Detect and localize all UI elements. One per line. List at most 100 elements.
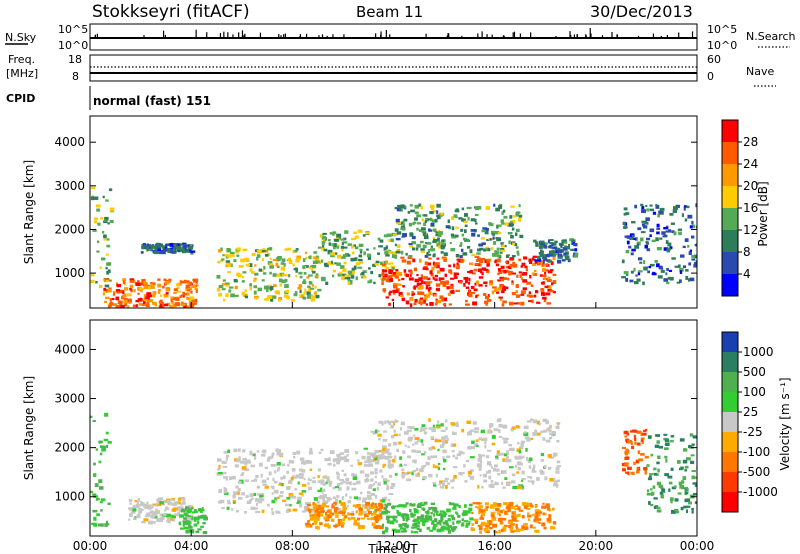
power-cell [491, 290, 495, 295]
velocity-cell [526, 420, 532, 423]
power-cell [544, 245, 548, 249]
velocity-cell [531, 480, 535, 484]
velocity-cell [345, 481, 350, 485]
velocity-cell [382, 478, 388, 482]
velocity-cell [316, 507, 320, 511]
power-cell [370, 270, 374, 275]
velocity-cell [377, 482, 381, 486]
power-cell [292, 263, 295, 267]
power-cell [508, 266, 512, 270]
velocity-cell [495, 507, 499, 512]
power-cell [104, 284, 110, 288]
velocity-cell [369, 506, 375, 510]
power-cell [510, 235, 514, 239]
power-cell [510, 223, 513, 227]
velocity-cell [642, 429, 647, 433]
power-cell [405, 300, 410, 305]
power-cell [387, 250, 392, 254]
power-cell [406, 260, 411, 265]
velocity-cell [327, 457, 331, 461]
velocity-cell [492, 523, 498, 528]
power-cell [264, 253, 269, 257]
power-cell [411, 293, 414, 297]
power-cell [100, 217, 104, 220]
power-cell [552, 273, 557, 277]
velocity-cell [322, 500, 328, 505]
power-cell [462, 218, 466, 223]
velocity-cell [442, 521, 446, 525]
power-cell [347, 276, 351, 280]
velocity-cell [497, 509, 503, 513]
power-cell [353, 265, 357, 270]
velocity-cell [321, 502, 326, 507]
power-cell [512, 242, 515, 246]
velocity-cell [530, 504, 534, 508]
power-cell [310, 295, 316, 300]
velocity-cell [286, 470, 290, 474]
power-cell [540, 245, 544, 249]
velocity-cell [351, 510, 354, 514]
power-cell [268, 284, 272, 287]
velocity-cell [90, 415, 93, 418]
power-cell [323, 248, 328, 252]
velocity-cell [440, 423, 444, 427]
velocity-cell [516, 471, 520, 474]
power-cell [383, 260, 387, 265]
power-cell [249, 286, 252, 291]
velocity-cell [653, 497, 658, 500]
power-cell [150, 285, 155, 289]
power-cell [435, 302, 438, 306]
velocity-cell [511, 511, 516, 515]
noise-spikes [94, 28, 694, 38]
power-cell [359, 248, 363, 252]
velocity-cell [194, 510, 198, 514]
velocity-cell [384, 503, 387, 506]
velocity-cell [280, 483, 284, 487]
power-cell [327, 249, 333, 253]
velocity-cell [391, 482, 396, 487]
power-cell [260, 269, 264, 272]
power-cell [503, 285, 506, 290]
velocity-cell [661, 488, 666, 492]
power-cell [249, 283, 252, 287]
velocity-cell [384, 455, 390, 460]
power-cell [656, 246, 662, 251]
power-cell [468, 262, 474, 266]
power-cell [330, 260, 333, 264]
power-cell [322, 244, 325, 249]
power-cell [683, 205, 688, 208]
power-cell [529, 260, 533, 264]
power-cell [377, 237, 381, 241]
power-cell [465, 299, 468, 303]
velocity-cell [336, 458, 341, 463]
power-cell [503, 270, 507, 274]
power-cell [439, 267, 444, 271]
power-cell [533, 239, 537, 243]
power-cell [176, 245, 181, 250]
power-cell [393, 292, 396, 295]
velocity-cell [385, 450, 389, 454]
velocity-cell [93, 516, 97, 521]
power-cell [687, 214, 693, 219]
velocity-cell [307, 477, 310, 481]
velocity-cell [360, 517, 366, 520]
velocity-cell [229, 476, 233, 481]
power-cell [429, 210, 434, 215]
velocity-cell [183, 512, 188, 516]
velocity-cell [452, 454, 456, 458]
velocity-cell [298, 476, 304, 479]
velocity-cell [490, 511, 496, 515]
power-cell [478, 243, 484, 247]
velocity-cell [409, 502, 412, 507]
power-cell [284, 284, 289, 289]
power-cell [464, 224, 468, 227]
velocity-cell [552, 526, 556, 530]
power-cell [236, 247, 241, 251]
velocity-cell [502, 486, 506, 489]
velocity-cell [307, 503, 311, 507]
power-cell [558, 242, 564, 246]
power-cell [420, 248, 425, 251]
power-cell [105, 238, 110, 241]
colorbar-frame [721, 331, 739, 513]
velocity-cell [368, 485, 372, 489]
